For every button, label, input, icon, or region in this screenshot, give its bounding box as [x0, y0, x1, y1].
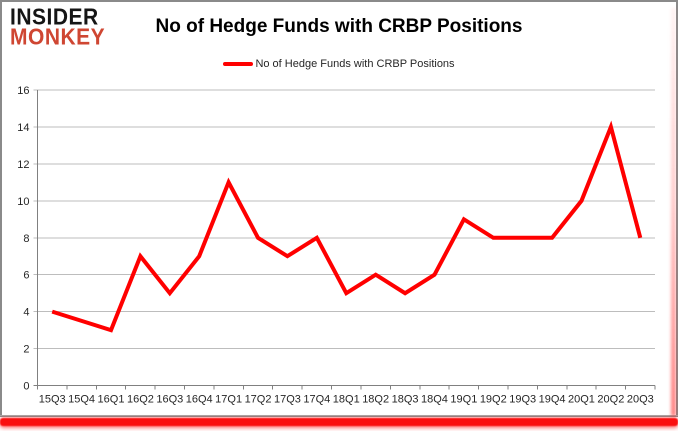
y-axis-tick-label: 6	[23, 270, 29, 282]
y-axis-tick-label: 12	[17, 159, 29, 171]
y-axis-tick-label: 14	[17, 122, 29, 134]
x-axis-tick-label: 20Q2	[597, 394, 624, 406]
y-axis-tick-label: 2	[23, 344, 29, 356]
series-line	[51, 120, 643, 333]
logo-line-monkey: MONKEY	[10, 24, 106, 50]
x-axis-tick-label: 16Q3	[156, 394, 183, 406]
x-axis-tick-label: 17Q1	[215, 394, 242, 406]
x-axis-tick-label: 19Q2	[480, 394, 507, 406]
red-edge-glow	[671, 8, 676, 416]
x-axis-tick-label: 15Q4	[68, 394, 95, 406]
y-axis-tick-label: 8	[23, 233, 29, 245]
page-title: No of Hedge Funds with CRBP Positions	[155, 16, 523, 37]
x-axis-tick-label: 18Q3	[392, 394, 419, 406]
x-axis-tick-label: 17Q2	[245, 394, 272, 406]
x-axis-tick-label: 20Q3	[627, 394, 654, 406]
y-axis-tick-label: 16	[17, 85, 29, 97]
legend-series-label: No of Hedge Funds with CRBP Positions	[255, 58, 455, 70]
x-axis-tick-label: 18Q2	[362, 394, 389, 406]
y-axis-tick-label: 4	[23, 307, 29, 319]
x-axis-tick-label: 20Q1	[568, 394, 595, 406]
x-axis-tick-label: 18Q4	[421, 394, 448, 406]
x-axis-tick-label: 19Q3	[509, 394, 536, 406]
x-axis-tick-label: 15Q3	[39, 394, 66, 406]
x-axis-tick-label: 19Q1	[450, 394, 477, 406]
chart-legend: No of Hedge Funds with CRBP Positions	[0, 58, 678, 70]
red-accent-bar	[0, 418, 678, 426]
x-axis-tick-label: 16Q4	[186, 394, 213, 406]
card-bottom-divider	[0, 415, 678, 416]
x-axis-tick-label: 16Q2	[127, 394, 154, 406]
logo-line-insider: INSIDER	[10, 5, 99, 30]
x-axis-tick-label: 16Q1	[98, 394, 125, 406]
y-axis-tick-label: 0	[23, 381, 29, 393]
x-axis-tick-label: 17Q4	[303, 394, 330, 406]
x-axis-tick-label: 17Q3	[274, 394, 301, 406]
y-axis-tick-label: 10	[17, 196, 29, 208]
legend-line-marker	[223, 62, 254, 66]
x-axis-tick-label: 18Q1	[333, 394, 360, 406]
insider-monkey-logo: INSIDER MONKEY	[10, 5, 106, 50]
x-axis-tick-label: 19Q4	[539, 394, 566, 406]
